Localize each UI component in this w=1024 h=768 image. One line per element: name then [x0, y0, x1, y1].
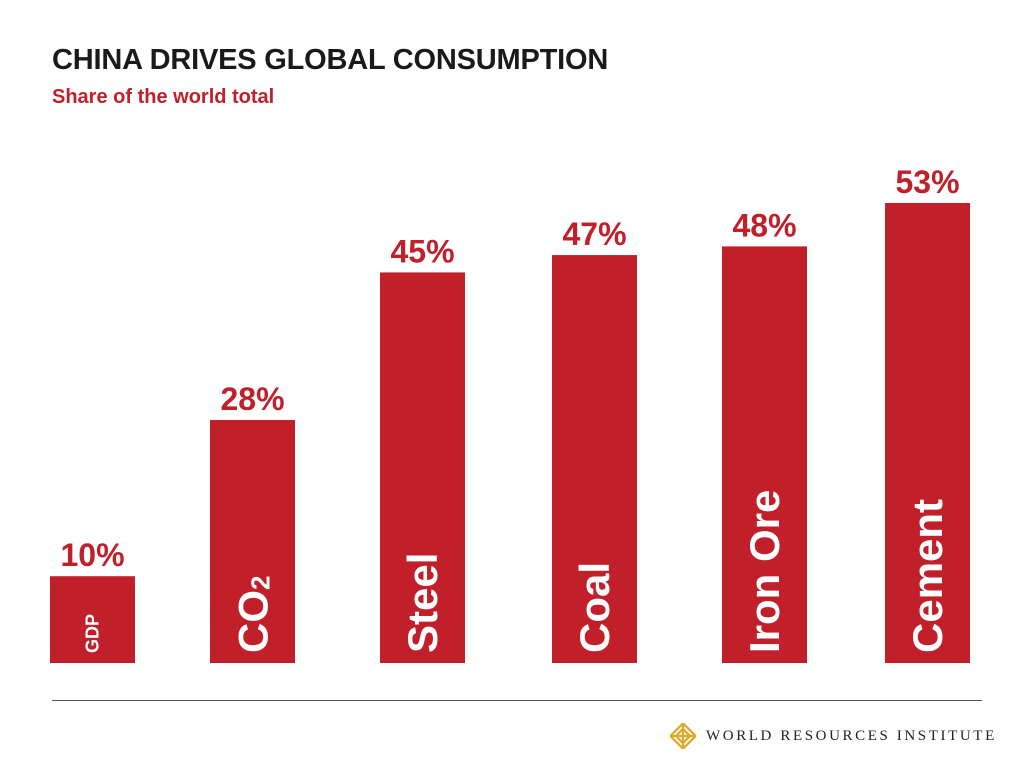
wri-logo: WORLD RESOURCES INSTITUTE — [670, 722, 997, 750]
bar-gdp — [50, 576, 135, 663]
value-label: 45% — [390, 233, 454, 269]
category-label: Cement — [904, 499, 951, 653]
bar-cement — [885, 203, 970, 663]
bar-chart: 10% GDP 28% CO2 45% Steel 47% Coal 48% Iron Ore 53… — [50, 164, 970, 663]
chart-title: CHINA DRIVES GLOBAL CONSUMPTION — [52, 44, 609, 76]
value-label: 10% — [60, 537, 124, 573]
value-label: 47% — [562, 216, 626, 252]
wri-knot-icon — [670, 723, 696, 749]
bar-coal — [552, 255, 637, 663]
bar-co2 — [210, 419, 295, 663]
category-label: Coal — [571, 562, 618, 653]
category-label: Steel — [399, 553, 446, 653]
wri-logo-text: WORLD RESOURCES INSTITUTE — [706, 727, 997, 744]
value-label: 48% — [732, 207, 796, 243]
bar-iron-ore — [722, 246, 807, 663]
value-label: 28% — [220, 381, 284, 417]
chart-subtitle: Share of the world total — [52, 86, 275, 108]
category-label: CO2 — [229, 576, 276, 653]
bar-steel — [380, 272, 465, 663]
category-label: Iron Ore — [741, 490, 788, 653]
value-label: 53% — [895, 164, 959, 200]
category-label: GDP — [83, 614, 103, 653]
footer-divider — [52, 700, 982, 701]
